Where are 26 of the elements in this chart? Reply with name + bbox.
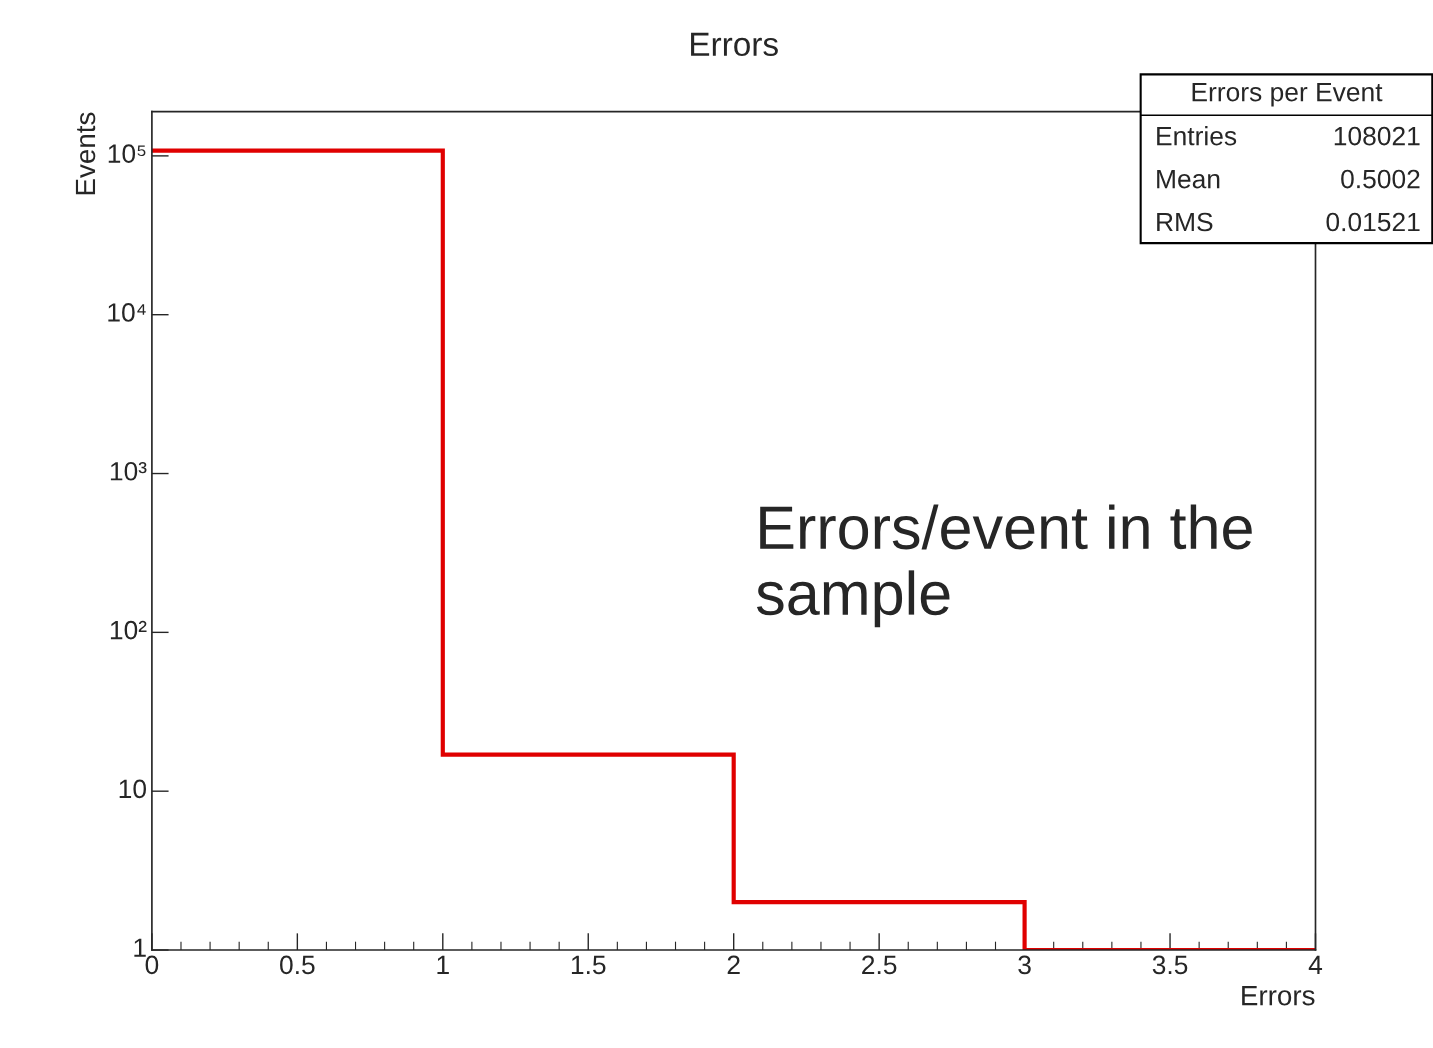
- y-axis-title: Events: [75, 112, 96, 195]
- annotation: Entries: [1157, 126, 1237, 146]
- x-tick-label: 4: [1308, 955, 1323, 974]
- chart-title: Errors: [691, 32, 778, 57]
- x-axis-title: Errors: [1242, 986, 1315, 1006]
- text: 0.5002: [1341, 169, 1420, 189]
- y-tick-label: 10²: [110, 620, 147, 640]
- y-tick-label: 10³: [110, 461, 147, 481]
- annotation: RMS: [1157, 212, 1213, 232]
- x-tick-label: 1: [437, 955, 449, 974]
- x-tick-label: 3.5: [1152, 955, 1188, 975]
- text: Errors per Event: [1192, 82, 1383, 107]
- y-tick-label: 10⁴: [108, 303, 146, 322]
- y-tick-label: 10⁵: [108, 144, 146, 163]
- annotation: Mean: [1157, 169, 1220, 189]
- x-tick-label: 0: [145, 955, 159, 975]
- x-tick-label: 1.5: [571, 955, 606, 975]
- y-tick-label: 10: [119, 779, 147, 799]
- x-tick-label: 2.5: [862, 955, 897, 975]
- x-tick-label: 3: [1018, 955, 1031, 975]
- text: 108021: [1334, 126, 1420, 146]
- y-tick-label: 1: [134, 938, 146, 957]
- x-tick-label: 0.5: [280, 955, 315, 975]
- text: 0.01521: [1326, 212, 1420, 232]
- x-tick-label: 2: [727, 955, 740, 974]
- annotation: Errors/event in the sample: [756, 504, 1252, 628]
